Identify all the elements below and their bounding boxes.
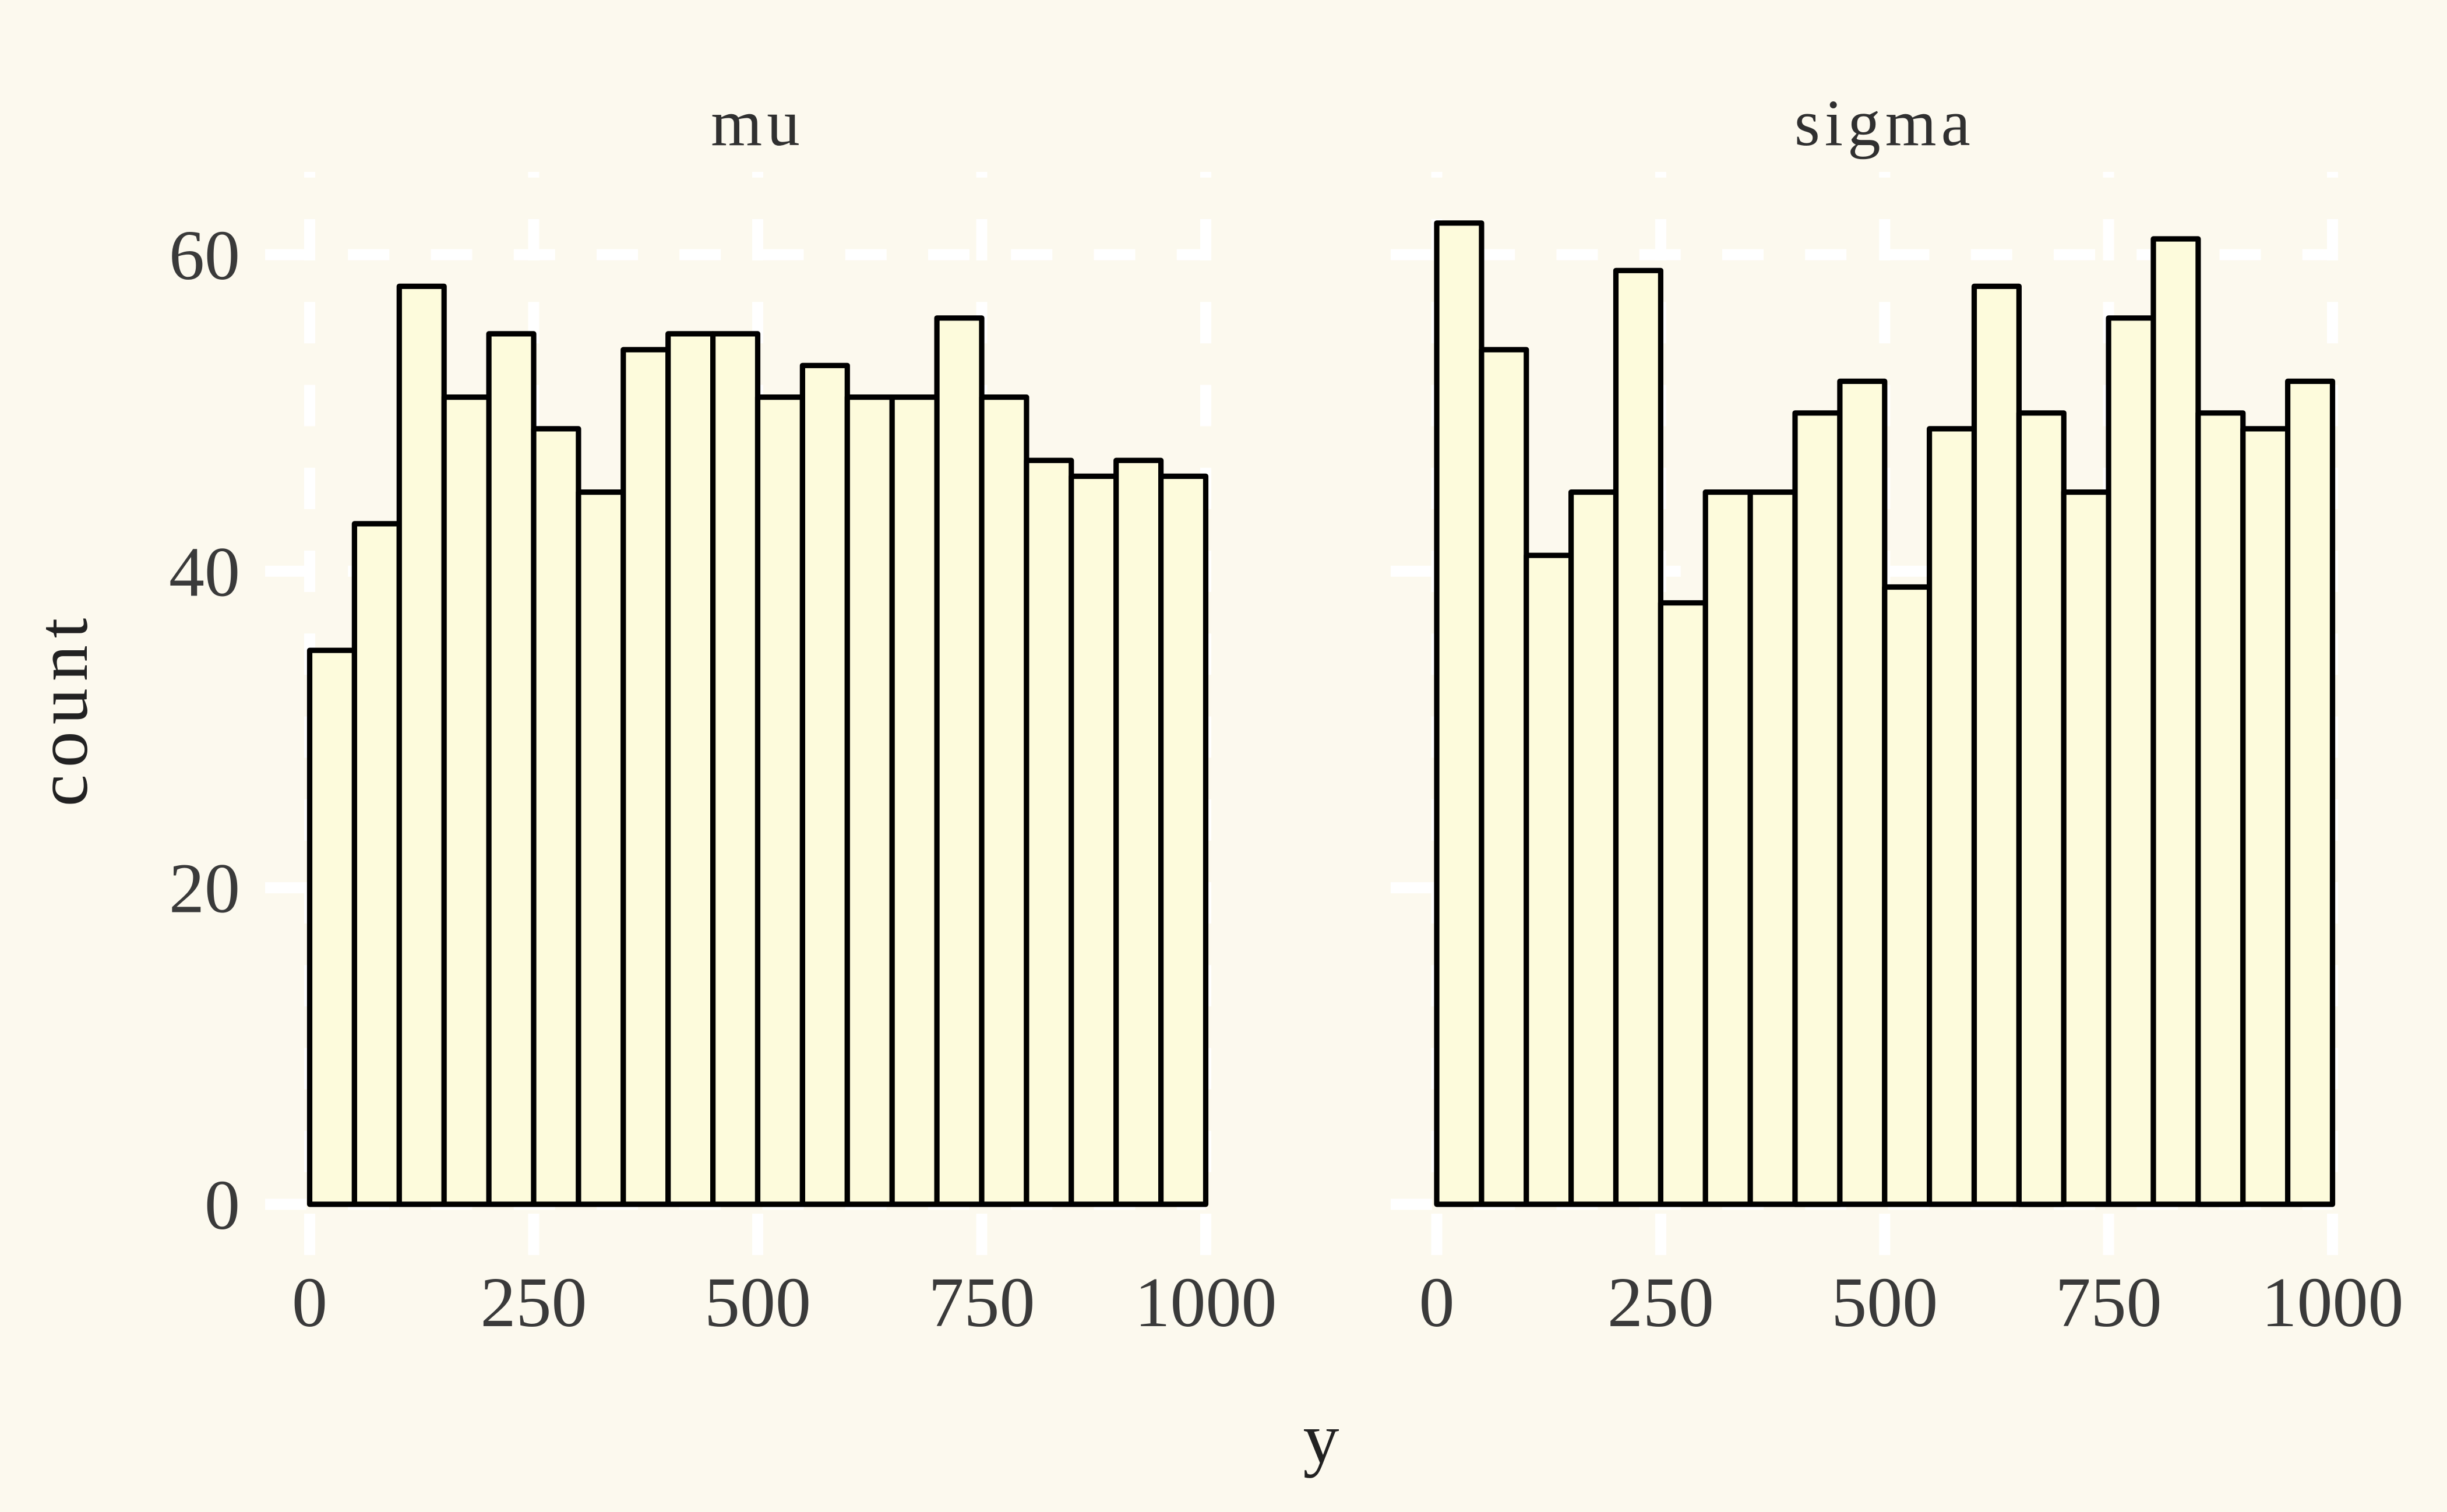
svg-text:mu: mu: [711, 87, 804, 160]
svg-text:40: 40: [169, 533, 240, 611]
svg-text:0: 0: [1419, 1263, 1455, 1342]
svg-text:750: 750: [929, 1263, 1035, 1342]
svg-text:20: 20: [169, 850, 240, 928]
svg-text:60: 60: [169, 216, 240, 295]
svg-text:1000: 1000: [2262, 1263, 2404, 1342]
svg-text:500: 500: [704, 1263, 811, 1342]
svg-text:1000: 1000: [1135, 1263, 1277, 1342]
svg-text:0: 0: [292, 1263, 327, 1342]
svg-text:y: y: [1303, 1398, 1339, 1478]
svg-text:250: 250: [481, 1263, 587, 1342]
svg-text:0: 0: [204, 1166, 240, 1245]
svg-text:750: 750: [2055, 1263, 2162, 1342]
svg-text:count: count: [23, 611, 103, 807]
svg-text:250: 250: [1607, 1263, 1714, 1342]
svg-text:sigma: sigma: [1794, 87, 1975, 160]
svg-text:500: 500: [1831, 1263, 1938, 1342]
